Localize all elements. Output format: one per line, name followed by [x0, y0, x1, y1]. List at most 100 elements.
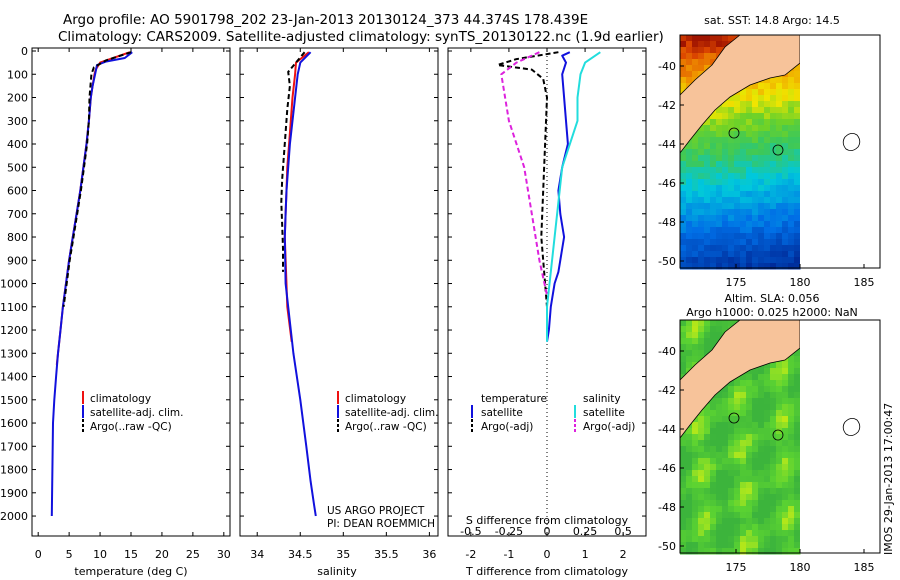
lat-tick-label: -48	[658, 216, 676, 229]
depth-tick-label: 1200	[0, 324, 28, 337]
x-tick-label: 36	[422, 548, 436, 561]
x-tick-label: 15	[124, 548, 138, 561]
legend-label-argo: Argo(..raw -QC)	[90, 421, 172, 433]
lat-tick-label: -46	[658, 462, 676, 475]
lon-tick-label: 180	[790, 561, 811, 574]
temperature-legend: climatology satellite-adj. clim. Argo(..…	[82, 391, 183, 433]
x-tick-label: 10	[93, 548, 107, 561]
lat-tick-label: -44	[658, 138, 676, 151]
legend-label-t-argo: Argo(-adj)	[481, 421, 533, 433]
project-note: US ARGO PROJECT	[327, 505, 425, 517]
depth-tick-label: 1100	[0, 301, 28, 314]
title-line-2: Climatology: CARS2009. Satellite-adjuste…	[58, 29, 664, 45]
depth-tick-label: 100	[7, 68, 28, 81]
x-tick-label: 25	[186, 548, 200, 561]
series-line-argo-raw-qc-	[280, 51, 306, 272]
sst-map	[679, 34, 880, 270]
legend-label-s-satellite: satellite	[583, 407, 625, 419]
temperature-series	[50, 51, 133, 517]
title-line-1: Argo profile: AO 5901798_202 23-Jan-2013…	[63, 12, 588, 28]
depth-tick-label: 2000	[0, 510, 28, 523]
imos-timestamp: IMOS 29-Jan-2013 17:00:47	[882, 403, 895, 555]
legend-label-climatology: climatology	[345, 393, 406, 405]
lat-tick-label: -40	[658, 345, 676, 358]
sst-map-frame	[679, 34, 881, 269]
legend-label-s-argo: Argo(-adj)	[583, 421, 635, 433]
land-mass	[679, 319, 801, 440]
lon-tick-label: 185	[854, 276, 875, 289]
x-tick-label: 2	[620, 548, 627, 561]
legend-label-satellite: satellite-adj. clim.	[90, 407, 183, 419]
x-tick-label: 34	[250, 548, 264, 561]
salinity-legend: climatology satellite-adj. clim. Argo(..…	[337, 391, 438, 433]
depth-tick-label: 300	[7, 115, 28, 128]
s-diff-tick-label: -0.25	[495, 525, 523, 538]
depth-tick-label: 1500	[0, 394, 28, 407]
marker-circle	[728, 127, 740, 139]
s-difference-axis-ticks: -0.5 -0.25 0 0.25 0.5	[460, 525, 632, 538]
island-outline	[842, 133, 861, 151]
depth-tick-label: 1700	[0, 440, 28, 453]
depth-tick-label: 0	[21, 45, 28, 58]
salinity-plot-frame	[239, 47, 439, 537]
x-tick-label: 35	[336, 548, 350, 561]
difference-legend: temperature salinity satellite Argo(-adj…	[471, 393, 635, 433]
x-tick-label: 5	[66, 548, 73, 561]
t-difference-axis-ticks: -2 -1 0 1 2	[465, 48, 627, 561]
s-diff-tick-label: 0.5	[614, 525, 632, 538]
salinity-axis-ticks: 34 34.5 35 35.5 36	[250, 48, 436, 561]
lon-tick-label: 175	[726, 561, 747, 574]
lat-tick-label: -42	[658, 384, 676, 397]
temperature-plot-frame	[31, 47, 231, 537]
s-diff-tick-label: 0	[544, 525, 551, 538]
lat-tick-label: -48	[658, 501, 676, 514]
s-difference-xlabel: S difference from climatology	[466, 514, 629, 527]
depth-tick-label: 800	[7, 231, 28, 244]
x-tick-label: 20	[155, 548, 169, 561]
sst-map-title: sat. SST: 14.8 Argo: 14.5	[704, 14, 840, 27]
sla-map-frame	[679, 319, 881, 554]
lat-tick-label: -40	[658, 60, 676, 73]
series-line-argo-adj-	[496, 51, 559, 307]
depth-tick-label: 1000	[0, 278, 28, 291]
depth-tick-label: 1800	[0, 464, 28, 477]
lat-tick-label: -42	[658, 99, 676, 112]
legend-label-t-satellite: satellite	[481, 407, 523, 419]
x-tick-label: 34.5	[288, 548, 313, 561]
sla-map-title-2: Argo h1000: 0.025 h2000: NaN	[686, 306, 858, 319]
series-line-argo-raw-qc-	[62, 51, 132, 307]
salinity-xlabel: salinity	[317, 565, 357, 578]
depth-tick-label: 1400	[0, 371, 28, 384]
x-tick-label: 35.5	[374, 548, 399, 561]
depth-tick-label: 600	[7, 185, 28, 198]
depth-tick-label: 1900	[0, 487, 28, 500]
s-diff-tick-label: 0.25	[573, 525, 598, 538]
sla-map-title-1: Altim. SLA: 0.056	[724, 292, 819, 305]
lon-tick-label: 185	[854, 561, 875, 574]
series-line-argo-adj-	[500, 51, 548, 296]
s-diff-tick-label: -0.5	[460, 525, 481, 538]
lat-tick-label: -46	[658, 177, 676, 190]
x-tick-label: 1	[582, 548, 589, 561]
series-line-climatology	[55, 51, 131, 366]
legend-title-temperature: temperature	[481, 393, 547, 405]
depth-tick-label: 200	[7, 92, 28, 105]
x-tick-label: -2	[465, 548, 476, 561]
lat-tick-label: -50	[658, 540, 676, 553]
island-outline	[842, 418, 861, 436]
x-tick-label: 0	[544, 548, 551, 561]
x-tick-label: 30	[217, 548, 231, 561]
argo-position-marker	[772, 429, 784, 441]
temperature-axis-ticks: 0 5 10 15 20 25 30	[35, 48, 231, 561]
series-line-satellite-adj-clim-	[283, 51, 317, 517]
difference-series	[496, 51, 601, 342]
sla-map-ticks: 175 180 185 -40 -42 -44 -46 -48 -50	[658, 345, 874, 574]
depth-axis-ticks: 0 100 200 300 400 500 600 700 800 900 1000 1100 1200…	[0, 45, 646, 523]
depth-tick-label: 900	[7, 254, 28, 267]
series-line-satellite-adj-clim-	[50, 51, 133, 517]
depth-tick-label: 700	[7, 208, 28, 221]
legend-label-climatology: climatology	[90, 393, 151, 405]
salinity-series	[280, 51, 317, 517]
lat-tick-label: -50	[658, 255, 676, 268]
series-line-satellite	[546, 51, 601, 342]
